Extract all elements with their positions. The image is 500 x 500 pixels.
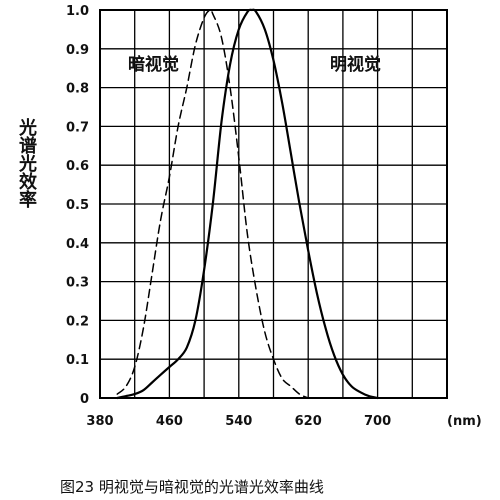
grid — [100, 10, 447, 398]
series-lines — [116, 8, 379, 400]
photopic-curve — [116, 8, 379, 400]
y-tick-label: 0.4 — [66, 237, 89, 252]
y-axis-label: 光谱光效率 — [16, 118, 37, 208]
y-tick-label: 0.9 — [66, 43, 89, 58]
y-tick-label: 0.7 — [66, 120, 89, 135]
plot-border — [99, 9, 448, 399]
plot-frame — [99, 9, 448, 399]
photopic-label: 明视觉 — [330, 54, 381, 75]
x-tick-label: 380 — [86, 414, 113, 429]
y-tick-label: 1.0 — [66, 4, 89, 19]
y-tick-label: 0.3 — [66, 276, 89, 291]
y-tick-label: 0.8 — [66, 82, 89, 97]
tick-labels: 380 460 540 620 700 0 0.1 0.2 0.3 0.4 0.5 0.6 0.7 0.8… — [66, 4, 391, 429]
y-tick-label: 0.2 — [66, 314, 89, 329]
x-tick-label: 460 — [156, 414, 183, 429]
y-tick-label: 0.6 — [66, 159, 89, 174]
curve-labels: 暗视觉 明视觉 — [128, 54, 381, 75]
y-tick-label: 0 — [80, 392, 89, 407]
scotopic-label: 暗视觉 — [128, 54, 179, 75]
x-axis-unit: (nm) — [447, 414, 482, 429]
y-tick-label: 0.5 — [66, 198, 89, 213]
x-tick-label: 540 — [225, 414, 252, 429]
figure-caption: 图23 明视觉与暗视觉的光谱光效率曲线 — [60, 478, 324, 496]
y-tick-label: 0.1 — [66, 353, 89, 368]
x-tick-label: 700 — [364, 414, 391, 429]
x-tick-label: 620 — [295, 414, 322, 429]
scotopic-curve — [116, 9, 309, 399]
